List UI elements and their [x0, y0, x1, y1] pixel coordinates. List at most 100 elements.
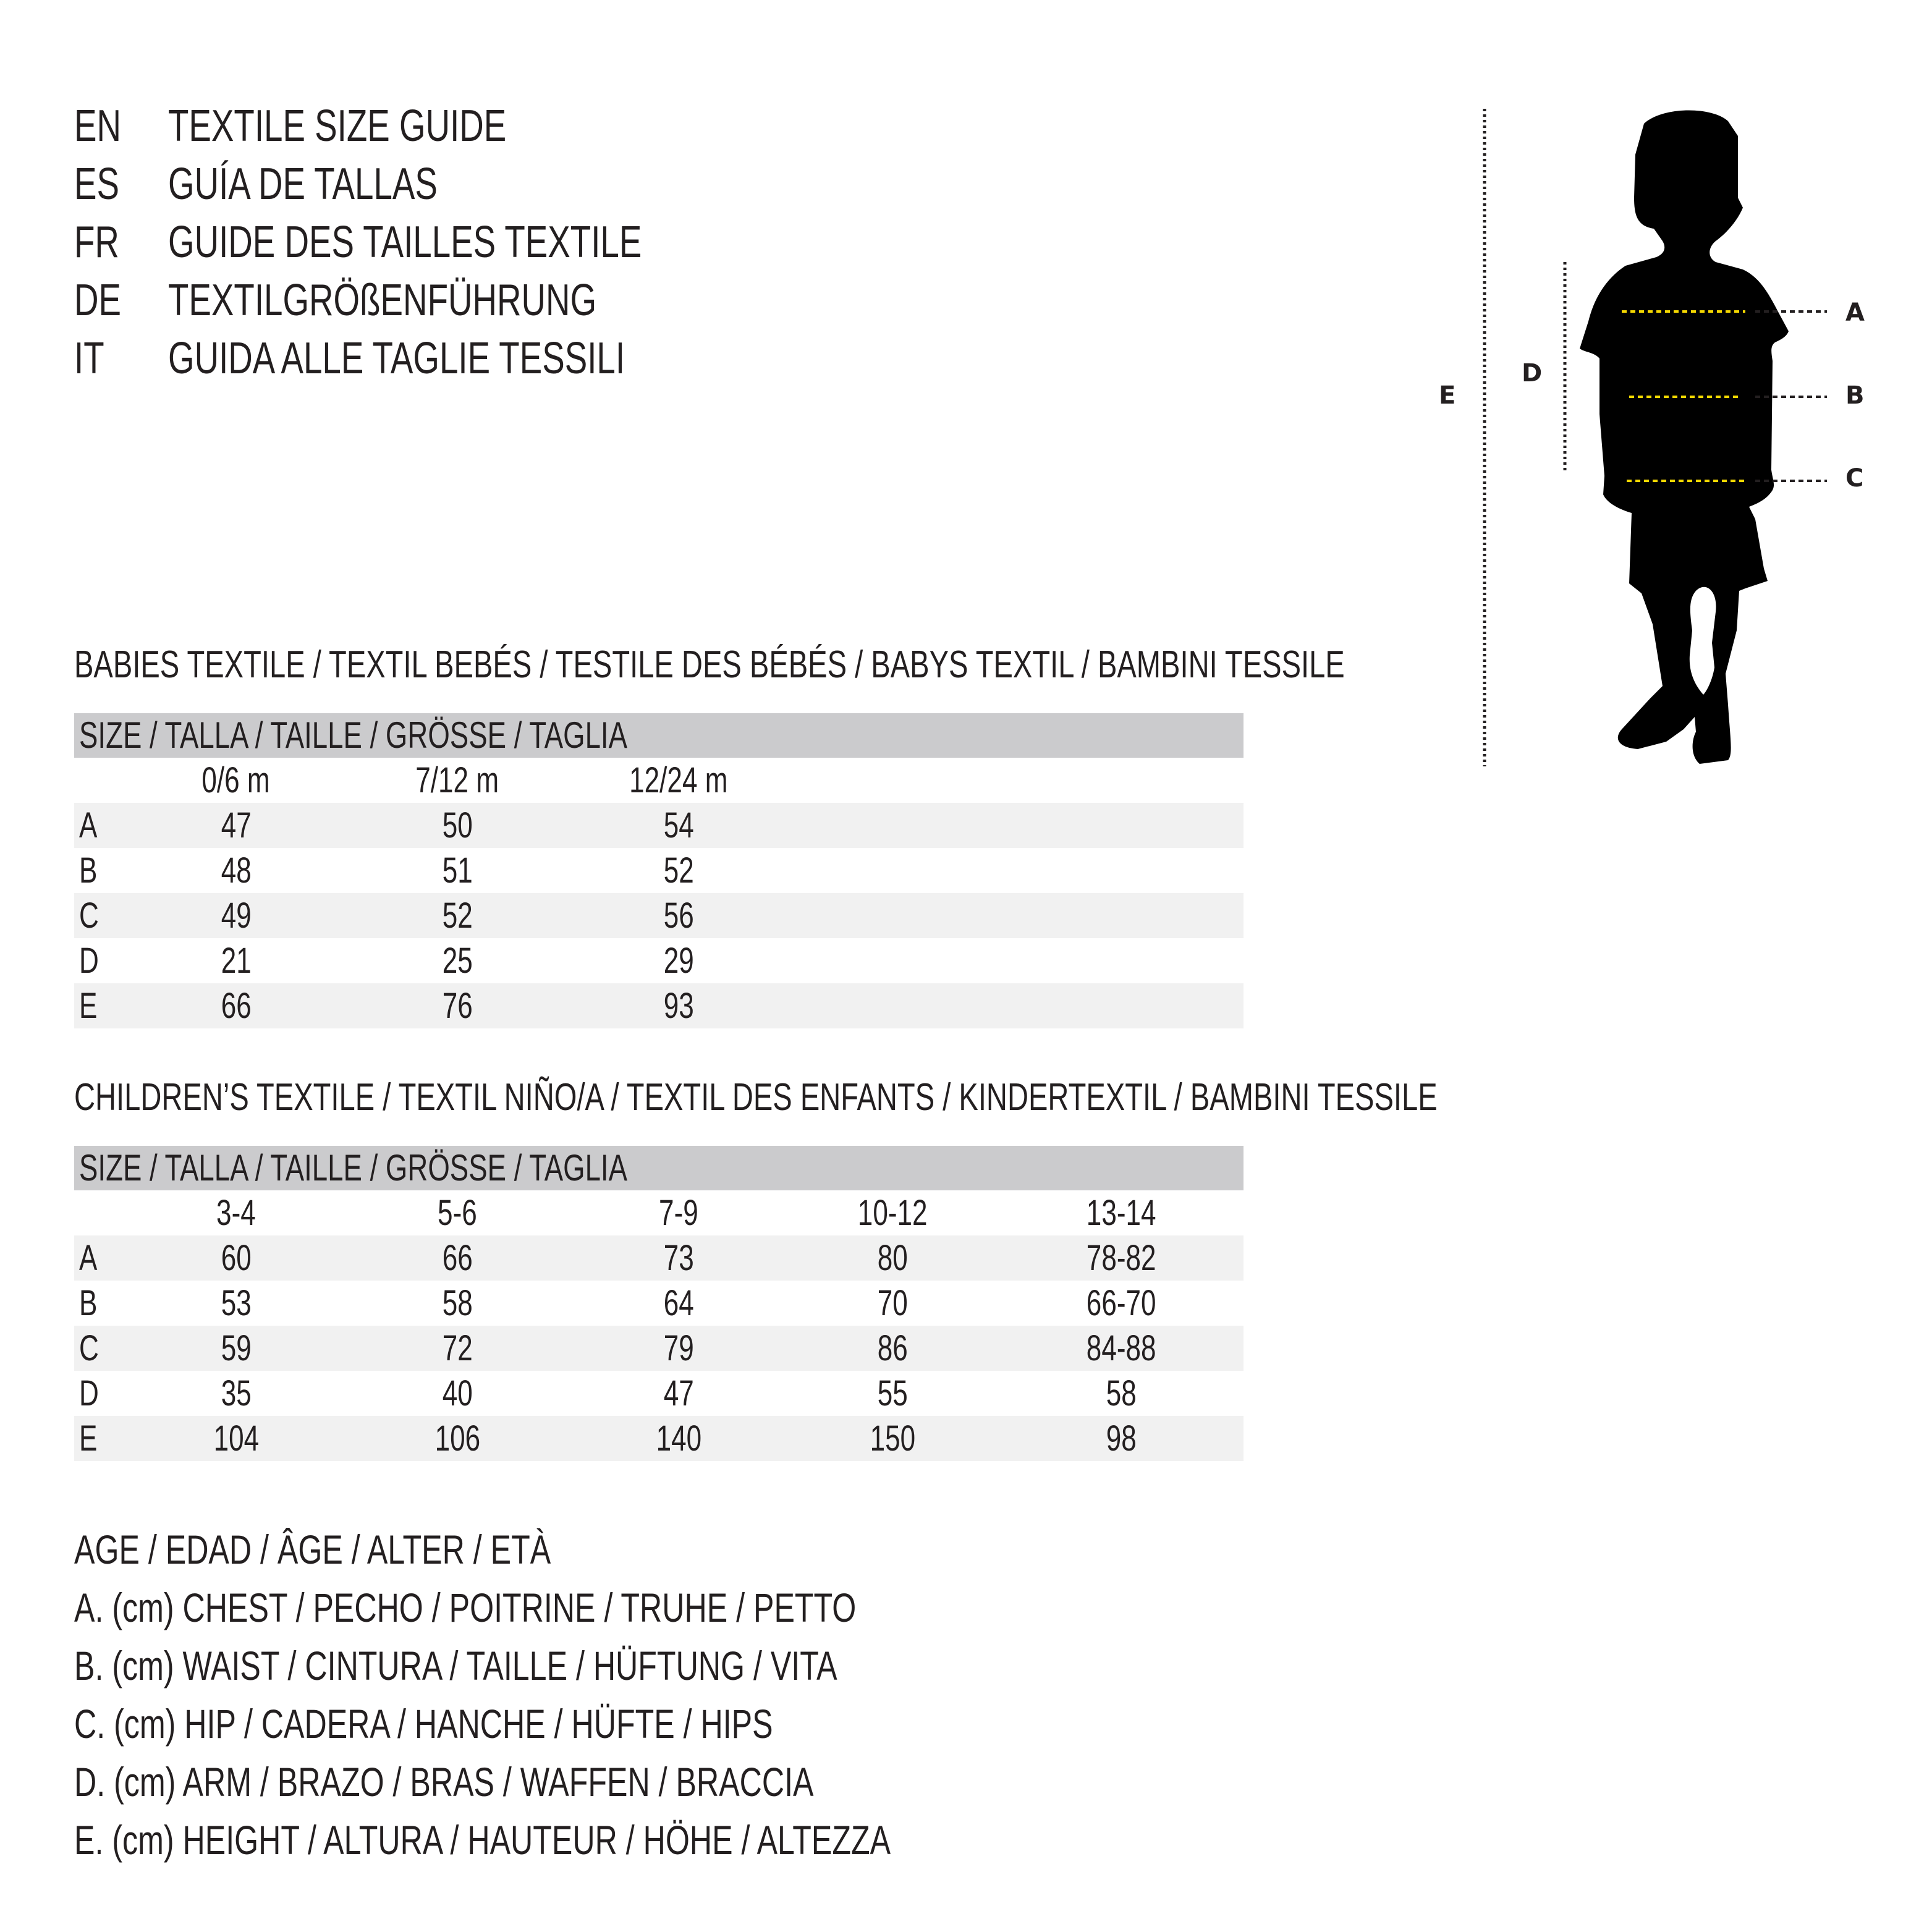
table-cell-text: 56 [663, 896, 694, 936]
legend-item: B. (cm) WAIST / CINTURA / TAILLE / HÜFTU… [74, 1637, 1148, 1695]
row-label: D [79, 941, 99, 981]
table-row: E 66 76 93 [74, 983, 1244, 1028]
table-cell: 52 [365, 893, 550, 938]
table-cell-text: 59 [221, 1328, 252, 1368]
table-cell-text: 35 [221, 1373, 252, 1413]
table-cell: 60 [143, 1235, 329, 1281]
title-text: TEXTILGRÖßENFÜHRUNG [168, 276, 597, 325]
row-label: E [79, 986, 98, 1026]
table-cell-text: 93 [663, 986, 694, 1026]
table-row: E 104 106 140 150 98 [74, 1416, 1244, 1461]
label-c: C [1845, 464, 1864, 493]
label-d: D [1522, 359, 1543, 388]
children-size-table: SIZE / TALLA / TAILLE / GRÖSSE / TAGLIA 3… [74, 1146, 1244, 1461]
lang-code: ES [74, 159, 119, 209]
size-column-header: 0/6 m [143, 758, 329, 803]
lang-code: FR [74, 218, 119, 267]
child-silhouette-figure [1483, 109, 1827, 766]
label-b: B [1845, 381, 1865, 410]
size-column-header-text: 12/24 m [629, 760, 728, 800]
size-header-bar: SIZE / TALLA / TAILLE / GRÖSSE / TAGLIA [74, 1146, 1244, 1190]
legend-text: E. (cm) HEIGHT / ALTURA / HAUTEUR / HÖHE… [74, 1817, 891, 1863]
table-cell: 47 [143, 803, 329, 848]
table-cell-text: 78-82 [1086, 1238, 1156, 1278]
table-cell-text: 54 [663, 805, 694, 845]
table-cell: 106 [365, 1416, 550, 1461]
table-cell-text: 70 [877, 1283, 908, 1323]
legend-item: C. (cm) HIP / CADERA / HANCHE / HÜFTE / … [74, 1695, 1148, 1753]
table-cell: 40 [365, 1371, 550, 1416]
table-cell-text: 21 [221, 941, 252, 981]
table-cell-text: 79 [663, 1328, 694, 1368]
lang-code: EN [74, 101, 122, 151]
table-cell-text: 58 [1106, 1373, 1137, 1413]
table-cell: 80 [800, 1235, 985, 1281]
size-column-header-text: 0/6 m [201, 760, 271, 800]
table-cell: 58 [1028, 1371, 1214, 1416]
size-column-header-text: 7/12 m [415, 760, 499, 800]
size-column-headers: 3-4 5-6 7-9 10-12 13-14 [74, 1190, 1244, 1235]
table-cell: 70 [800, 1281, 985, 1326]
title-text: TEXTILE SIZE GUIDE [168, 101, 507, 151]
table-cell-text: 98 [1106, 1418, 1137, 1459]
table-cell: 76 [365, 983, 550, 1028]
table-cell-text: 55 [877, 1373, 908, 1413]
table-cell: 84-88 [1028, 1326, 1214, 1371]
size-column-header: 12/24 m [586, 758, 771, 803]
table-cell: 48 [143, 848, 329, 893]
table-cell: 86 [800, 1326, 985, 1371]
table-row: A 60 66 73 80 78-82 [74, 1235, 1244, 1281]
table-cell-text: 66-70 [1086, 1283, 1156, 1323]
table-cell-text: 73 [663, 1238, 694, 1278]
heading-text: BABIES TEXTILE / TEXTIL BEBÉS / TESTILE … [74, 643, 1345, 686]
table-cell-text: 60 [221, 1238, 252, 1278]
heading-text: CHILDREN’S TEXTILE / TEXTIL NIÑO/A / TEX… [74, 1076, 1438, 1119]
table-cell: 49 [143, 893, 329, 938]
table-cell-text: 66 [442, 1238, 473, 1278]
table-cell: 93 [586, 983, 771, 1028]
size-column-header-text: 10-12 [857, 1193, 928, 1233]
row-label: A [79, 805, 98, 845]
legend-item: E. (cm) HEIGHT / ALTURA / HAUTEUR / HÖHE… [74, 1811, 1148, 1869]
leg-gap [1689, 587, 1716, 695]
table-row: D 35 40 47 55 58 [74, 1371, 1244, 1416]
table-cell-text: 64 [663, 1283, 694, 1323]
table-cell: 50 [365, 803, 550, 848]
table-cell: 150 [800, 1416, 985, 1461]
table-cell: 59 [143, 1326, 329, 1371]
table-cell-text: 150 [870, 1418, 915, 1459]
table-row: A 47 50 54 [74, 803, 1244, 848]
title-text: GUIDE DES TAILLES TEXTILE [168, 218, 642, 267]
lang-code: IT [74, 334, 104, 383]
table-cell-text: 51 [442, 850, 473, 891]
table-row: B 53 58 64 70 66-70 [74, 1281, 1244, 1326]
table-cell: 52 [586, 848, 771, 893]
table-cell-text: 47 [221, 805, 252, 845]
table-cell: 72 [365, 1326, 550, 1371]
legend-text: A. (cm) CHEST / PECHO / POITRINE / TRUHE… [74, 1585, 857, 1630]
table-cell: 66 [143, 983, 329, 1028]
table-cell: 58 [365, 1281, 550, 1326]
size-column-header-text: 7-9 [659, 1193, 698, 1233]
table-row: D 21 25 29 [74, 938, 1244, 983]
size-header-text: SIZE / TALLA / TAILLE / GRÖSSE / TAGLIA [79, 1147, 628, 1188]
table-cell-text: 84-88 [1086, 1328, 1156, 1368]
size-column-header: 13-14 [1028, 1190, 1214, 1235]
table-cell-text: 50 [442, 805, 473, 845]
table-cell-text: 53 [221, 1283, 252, 1323]
table-cell: 66 [365, 1235, 550, 1281]
table-row: B 48 51 52 [74, 848, 1244, 893]
legend-text: C. (cm) HIP / CADERA / HANCHE / HÜFTE / … [74, 1701, 773, 1747]
table-cell: 140 [586, 1416, 771, 1461]
size-column-header: 7/12 m [365, 758, 550, 803]
table-cell-text: 52 [442, 896, 473, 936]
size-column-header-text: 5-6 [438, 1193, 477, 1233]
table-cell: 35 [143, 1371, 329, 1416]
size-column-header-text: 3-4 [216, 1193, 256, 1233]
table-cell-text: 47 [663, 1373, 694, 1413]
table-cell-text: 72 [442, 1328, 473, 1368]
size-column-headers: 0/6 m 7/12 m 12/24 m [74, 758, 1244, 803]
table-row: C 49 52 56 [74, 893, 1244, 938]
table-cell: 55 [800, 1371, 985, 1416]
table-cell-text: 25 [442, 941, 473, 981]
